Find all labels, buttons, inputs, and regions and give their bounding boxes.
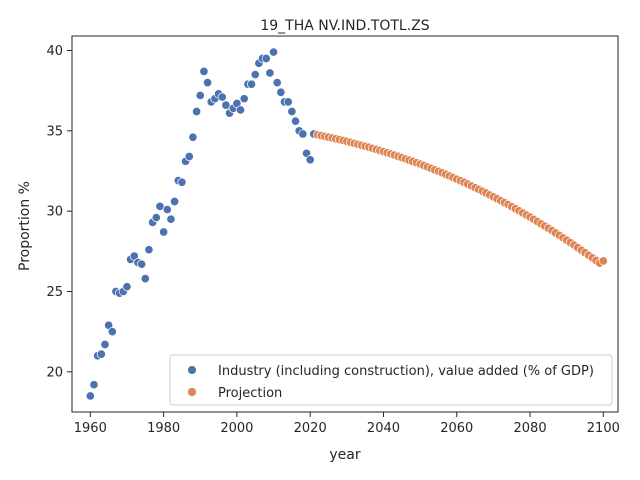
data-point-industry <box>96 349 106 359</box>
x-tick-label: 2000 <box>220 421 253 436</box>
data-point-industry <box>283 97 293 107</box>
data-point-industry <box>85 391 95 401</box>
legend-label-projection: Projection <box>218 386 282 401</box>
data-point-industry <box>265 68 275 78</box>
data-point-industry <box>137 259 147 269</box>
data-point-industry <box>287 106 297 117</box>
data-point-industry <box>276 87 286 97</box>
x-tick-label: 2020 <box>294 421 327 436</box>
data-point-industry <box>162 204 172 215</box>
legend-box <box>169 354 613 406</box>
data-point-industry <box>192 106 202 117</box>
data-point-industry <box>184 151 194 162</box>
data-point-industry <box>159 227 169 237</box>
x-tick-label: 2080 <box>514 421 547 436</box>
data-point-industry <box>199 66 209 76</box>
data-point-industry <box>89 380 99 390</box>
data-point-industry <box>217 92 227 102</box>
data-point-industry <box>261 53 271 64</box>
data-point-industry <box>298 129 308 139</box>
y-tick-label: 30 <box>46 205 63 220</box>
x-tick-label: 2100 <box>587 421 620 436</box>
x-tick-label: 2040 <box>367 421 400 436</box>
data-point-industry <box>177 177 187 187</box>
data-point-industry <box>107 327 117 337</box>
legend-marker-industry <box>187 365 197 375</box>
x-tick-label: 2060 <box>440 421 473 436</box>
y-axis: 20 25 30 35 40 <box>46 44 72 380</box>
data-point-industry <box>236 105 246 115</box>
data-point-industry <box>247 79 257 89</box>
x-axis-label: year <box>329 447 360 463</box>
data-point-industry <box>272 78 282 88</box>
data-point-industry <box>144 245 154 255</box>
y-axis-label: Proportion % <box>17 181 33 271</box>
y-tick-label: 40 <box>46 44 63 59</box>
data-point-industry <box>290 116 301 126</box>
data-point-industry <box>170 196 180 207</box>
chart-title: 19_THA NV.IND.TOTL.ZS <box>260 18 429 34</box>
legend-marker-projection <box>187 387 197 397</box>
y-tick-label: 25 <box>46 285 63 300</box>
y-tick-label: 20 <box>46 365 63 380</box>
data-point-industry <box>122 282 132 292</box>
data-point-industry <box>203 78 213 88</box>
plot-frame <box>71 35 619 413</box>
data-point-industry <box>195 90 205 101</box>
data-point-industry <box>151 213 161 223</box>
data-point-projection <box>598 256 608 266</box>
data-point-industry <box>188 132 198 142</box>
data-point-industry <box>250 70 260 80</box>
y-tick-label: 35 <box>46 124 63 139</box>
data-point-industry <box>239 94 249 104</box>
x-tick-label: 1960 <box>74 421 107 436</box>
data-point-industry <box>100 339 110 350</box>
legend: Industry (including construction), value… <box>169 354 613 406</box>
data-point-industry <box>166 214 176 224</box>
points-layer <box>85 47 608 401</box>
legend-label-industry: Industry (including construction), value… <box>218 364 594 379</box>
data-point-industry <box>305 155 315 165</box>
data-point-industry <box>268 47 279 57</box>
x-axis: 1960 1980 2000 2020 2040 2060 2080 2100 <box>74 412 620 436</box>
data-point-industry <box>140 274 150 284</box>
x-tick-label: 1980 <box>147 421 180 436</box>
